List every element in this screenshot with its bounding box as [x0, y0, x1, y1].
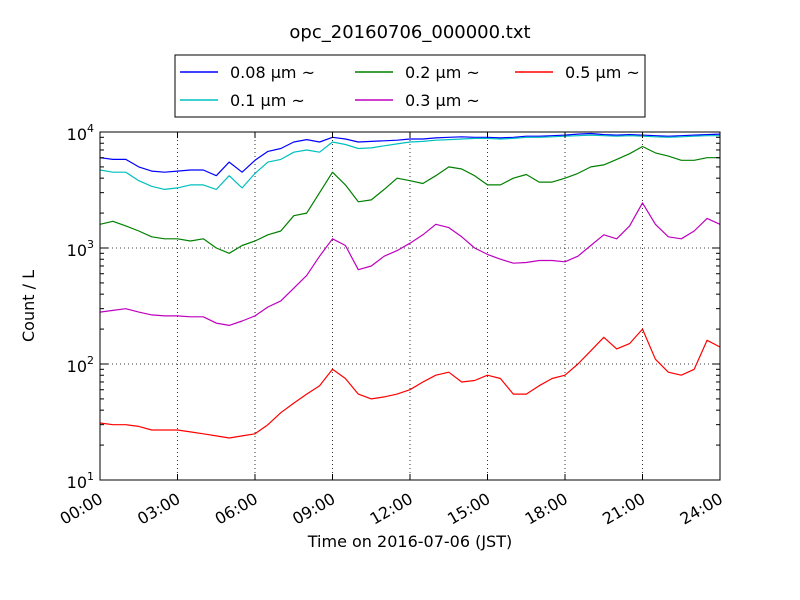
chart-title: opc_20160706_000000.txt — [289, 22, 530, 43]
legend-frame — [174, 54, 646, 118]
y-tick-label-base: 10 — [67, 241, 87, 260]
series-line — [99, 134, 720, 190]
y-tick-label-exponent: 3 — [87, 238, 94, 251]
legend-label: 0.2 μm ~ — [405, 63, 480, 82]
y-tick-label-base: 10 — [67, 125, 87, 144]
ticks — [99, 131, 721, 481]
x-axis-label: Time on 2016-07-06 (JST) — [307, 532, 512, 551]
y-tick-label-exponent: 4 — [87, 122, 94, 135]
y-tick-label-base: 10 — [67, 357, 87, 376]
y-tick-label: 104 — [67, 122, 94, 144]
y-tick-label-exponent: 1 — [87, 470, 94, 483]
series-line — [99, 328, 721, 439]
legend-label: 0.08 μm ~ — [230, 63, 315, 82]
legend-label: 0.3 μm ~ — [405, 91, 480, 110]
y-tick-label: 102 — [67, 354, 94, 376]
series-line — [99, 202, 721, 326]
y-tick-label: 101 — [67, 470, 94, 492]
series-line — [99, 145, 720, 254]
series-layer — [99, 132, 721, 439]
y-tick-label-exponent: 2 — [87, 354, 94, 367]
series-line — [99, 132, 721, 177]
y-tick-label-base: 10 — [67, 473, 87, 492]
legend: 0.08 μm ~ 0.1 μm ~ 0.2 μm ~ 0.3 μm ~ 0.5 μm … — [174, 54, 646, 118]
legend-label: 0.1 μm ~ — [230, 91, 305, 110]
y-axis-label: Count / L — [19, 270, 38, 342]
legend-label: 0.5 μm ~ — [565, 63, 640, 82]
grid — [100, 132, 720, 480]
y-tick-label: 103 — [67, 238, 94, 260]
